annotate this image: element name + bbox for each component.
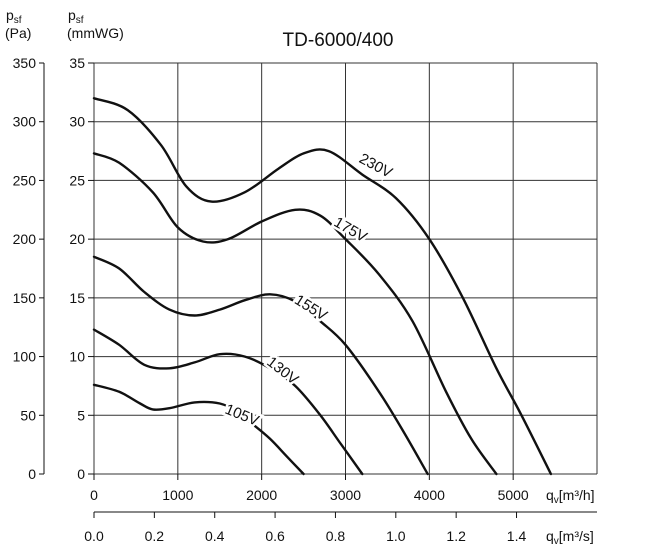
x-top-unit: [m³/h]: [559, 487, 595, 503]
fan-curve-130v: [92, 328, 364, 476]
svg-text:qv[m³/s]: qv[m³/s]: [546, 528, 594, 547]
x-bottom-unit: [m³/s]: [559, 528, 594, 544]
x-top-subscript: v: [554, 495, 559, 506]
y-mmwg-tick-label: 20: [69, 231, 85, 247]
x-bottom-axis-label: qv[m³/s]: [546, 528, 594, 547]
x-m3s-tick-label: 0.0: [84, 528, 104, 544]
y-pa-tick-label: 50: [20, 407, 36, 423]
svg-text:qv[m³/h]: qv[m³/h]: [546, 487, 595, 506]
x-m3h-tick-label: 4000: [414, 487, 445, 503]
y-left-subscript: sf: [14, 15, 22, 26]
x-m3s-tick-label: 1.2: [446, 528, 466, 544]
series-label-130v: 130V: [263, 353, 301, 388]
axes: [43, 63, 597, 513]
x-bottom-symbol: q: [546, 528, 554, 544]
x-top-symbol: q: [546, 487, 554, 503]
x-m3s-tick-label: 1.4: [507, 528, 527, 544]
y-left-axis-label: psf (Pa): [5, 7, 31, 41]
x-top-axis-label: qv[m³/h]: [546, 487, 595, 506]
y-pa-tick-label: 200: [13, 231, 37, 247]
y-pa-tick-label: 350: [13, 55, 37, 71]
y-pa-tick-label: 250: [13, 172, 37, 188]
y-pa-tick-label: 300: [13, 114, 37, 130]
x-m3h-tick-label: 3000: [330, 487, 361, 503]
y-left-symbol: p: [6, 7, 14, 23]
series-label-105v: 105V: [222, 401, 261, 430]
y-mmwg-tick-label: 25: [69, 172, 85, 188]
fan-curve-155v: [92, 255, 429, 476]
y-mmwg-tick-label: 5: [77, 407, 85, 423]
y-mmwg-tick-label: 15: [69, 290, 85, 306]
fan-curve-230v: [92, 97, 553, 476]
x-m3s-tick-label: 1.0: [386, 528, 406, 544]
x-m3h-tick-label: 0: [90, 487, 98, 503]
x-m3s-tick-label: 0.6: [265, 528, 285, 544]
x-bottom-subscript: v: [554, 536, 559, 547]
chart-title: TD-6000/400: [283, 30, 394, 51]
y-pa-tick-label: 150: [13, 290, 37, 306]
fan-curve-105v: [92, 383, 305, 476]
x-m3h-tick-label: 2000: [246, 487, 277, 503]
series-label-230v: 230V: [356, 150, 395, 181]
x-m3h-tick-label: 5000: [498, 487, 529, 503]
grid: [93, 62, 598, 475]
y-right-axis-label: psf (mmWG): [67, 7, 124, 41]
y-right-symbol: p: [68, 7, 76, 23]
y-mmwg-tick-label: 10: [69, 349, 85, 365]
y-mmwg-tick-label: 0: [77, 466, 85, 482]
y-pa-tick-label: 100: [13, 349, 37, 365]
series-label-175v: 175V: [331, 214, 370, 246]
y-right-subscript: sf: [76, 15, 84, 26]
fan-curve-175v: [92, 152, 498, 476]
series-label-155v: 155V: [291, 292, 330, 325]
y-right-unit: (mmWG): [67, 25, 124, 41]
svg-text:psf: psf: [6, 7, 22, 26]
x-m3s-tick-label: 0.2: [145, 528, 165, 544]
y-mmwg-tick-label: 35: [69, 55, 85, 71]
x-m3s-tick-label: 0.8: [326, 528, 346, 544]
x-m3s-tick-label: 0.4: [205, 528, 225, 544]
series-lines: [92, 97, 553, 476]
y-pa-tick-label: 0: [28, 466, 36, 482]
svg-text:psf: psf: [68, 7, 84, 26]
y-left-unit: (Pa): [5, 25, 31, 41]
y-mmwg-tick-label: 30: [69, 114, 85, 130]
x-m3h-tick-label: 1000: [162, 487, 193, 503]
